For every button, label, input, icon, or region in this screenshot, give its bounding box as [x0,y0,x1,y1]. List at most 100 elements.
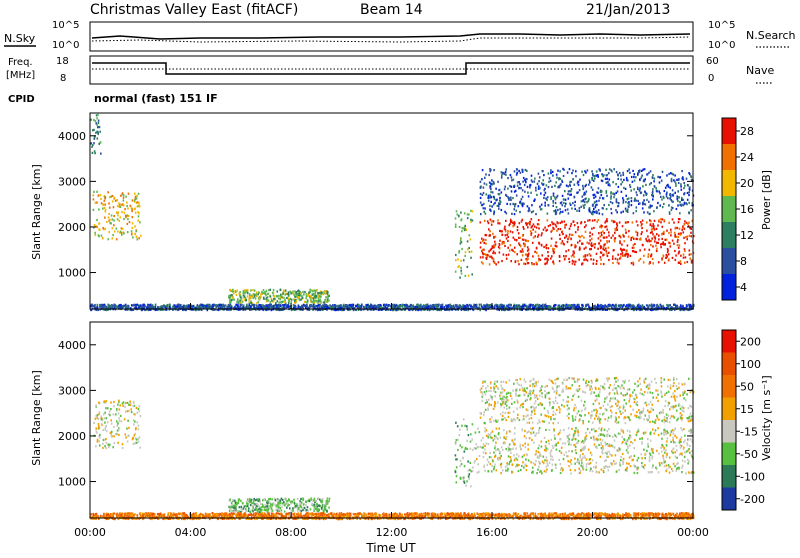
data-cell [560,183,562,185]
data-cell [466,229,468,231]
data-cell [656,248,658,250]
data-cell [671,180,673,182]
data-cell [95,234,97,236]
data-cell [126,428,128,430]
data-cell [123,232,125,234]
data-cell [628,230,630,232]
data-cell [582,185,584,187]
data-cell [661,198,663,200]
data-cell [652,188,654,190]
data-cell [570,225,572,227]
data-cell [660,221,662,223]
data-cell [679,306,681,308]
data-cell [309,289,311,291]
data-cell [571,223,573,225]
data-cell [550,172,552,174]
data-cell [488,174,490,176]
data-cell [608,240,610,242]
data-cell [571,305,573,307]
colorbar-tick-label: 12 [740,229,754,242]
data-cell [625,210,627,212]
data-cell [608,247,610,249]
data-cell [531,175,533,177]
data-cell [593,197,595,199]
data-cell [617,190,619,192]
data-cell [563,169,565,171]
data-cell [677,227,679,229]
data-cell [651,253,653,255]
data-cell [128,427,130,429]
data-cell [286,507,288,509]
data-cell [284,301,286,303]
data-cell [212,306,214,308]
data-cell [238,502,240,504]
data-cell [96,201,98,203]
data-cell [119,220,121,222]
nave-label: Nave [746,64,774,77]
colorbar-segment [722,274,736,300]
data-cell [651,240,653,242]
data-cell [613,249,615,251]
data-cell [321,291,323,293]
data-cell [132,304,134,306]
data-cell [601,194,603,196]
data-cell [137,201,139,203]
data-cell [183,306,185,308]
data-cell [466,304,468,306]
data-cell [675,254,677,256]
data-cell [673,222,675,224]
data-cell [559,234,561,236]
data-cell [234,509,236,511]
data-cell [110,419,112,421]
data-cell [91,142,93,144]
data-cell [237,299,239,301]
data-cell [512,197,514,199]
data-cell [675,183,677,185]
data-cell [124,208,126,210]
data-cell [584,170,586,172]
data-cell [601,252,603,254]
data-cell [586,242,588,244]
data-cell [507,236,509,238]
data-cell [286,297,288,299]
data-cell [585,231,587,233]
data-cell [518,205,520,207]
data-cell [328,300,330,302]
data-cell [113,426,115,428]
data-cell [274,504,276,506]
data-cell [256,302,258,304]
data-cell [501,191,503,193]
data-cell [234,500,236,502]
data-cell [123,199,125,201]
data-cell [591,228,593,230]
data-cell [294,305,296,307]
data-cell [313,304,315,306]
data-cell [484,253,486,255]
data-cell [518,263,520,265]
data-cell [288,306,290,308]
data-cell [644,178,646,180]
data-cell [370,306,372,308]
data-cell [302,291,304,293]
data-cell [533,263,535,265]
data-cell [295,505,297,507]
data-cell [97,137,99,139]
data-cell [625,222,627,224]
data-cell [632,247,634,249]
data-cell [510,244,512,246]
data-cell [649,240,651,242]
data-cell [122,447,124,449]
data-cell [130,205,132,207]
data-cell [546,184,548,186]
data-cell [295,292,297,294]
data-cell [679,228,681,230]
data-cell [315,290,317,292]
data-cell [581,221,583,223]
data-cell [596,211,598,213]
data-cell [126,201,128,203]
data-cell [507,188,509,190]
data-cell [629,172,631,174]
data-cell [643,199,645,201]
data-cell [297,498,299,500]
data-cell [689,306,691,308]
